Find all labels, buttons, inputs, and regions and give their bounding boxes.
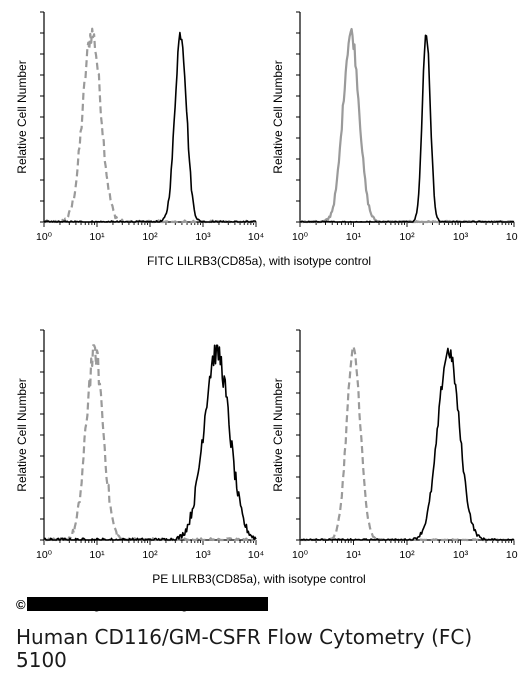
- isotype-control-histogram-1: [43, 344, 257, 542]
- x-tick-label: 10²: [142, 231, 158, 243]
- x-tick-label: 10²: [399, 231, 415, 243]
- x-tick-label: 10⁰: [292, 549, 309, 561]
- y-axis-label: Relative Cell Number: [271, 378, 285, 491]
- y-axis-label: Relative Cell Number: [15, 60, 29, 173]
- isotype-control-histogram-1: [299, 27, 515, 224]
- x-axis-caption-top: FITC LILRB3(CD85a), with isotype control: [146, 254, 372, 268]
- x-tick-label: 10⁴: [248, 231, 264, 243]
- sample-histogram-2: [43, 344, 257, 541]
- y-axis-label: Relative Cell Number: [15, 378, 29, 491]
- sample-histogram-2: [299, 34, 515, 223]
- x-tick-label: 10³: [453, 549, 469, 561]
- x-tick-label: 10⁰: [36, 231, 53, 243]
- histogram-panel-2: 10⁰ 10¹ 10² 10³ 10⁴ Relative Cell Number: [271, 11, 518, 243]
- x-tick-label: 10³: [195, 549, 211, 561]
- figure-title-line-1: Human CD116/GM-CSFR Flow Cytometry (FC): [16, 625, 473, 649]
- x-tick-label: 10⁴: [506, 231, 518, 243]
- x-tick-label: 10¹: [89, 549, 105, 561]
- copyright-notice: © Sino Biological Inc. All rights reserve…: [16, 597, 268, 612]
- isotype-control-histogram-1: [43, 27, 257, 224]
- x-tick-label: 10⁰: [36, 549, 53, 561]
- x-tick-label: 10³: [453, 231, 469, 243]
- x-axis-caption-bottom: PE LILRB3(CD85a), with isotype control: [152, 572, 366, 586]
- copyright-symbol: ©: [16, 597, 26, 612]
- x-tick-label: 10¹: [346, 549, 362, 561]
- histogram-panel-3: 10⁰ 10¹ 10² 10³ 10⁴ Relative Cell Number: [15, 329, 264, 561]
- x-tick-label: 10¹: [346, 231, 362, 243]
- x-tick-label: 10²: [399, 549, 415, 561]
- x-tick-label: 10²: [142, 549, 158, 561]
- histogram-panel-4: 10⁰ 10¹ 10² 10³ 10⁴ Relative Cell Number: [271, 329, 518, 561]
- copyright-text-redacted: Sino Biological Inc. All rights reserved: [26, 597, 268, 612]
- sample-histogram-2: [43, 31, 257, 223]
- figure-title-line-2: 5100: [16, 648, 67, 672]
- sample-histogram-2: [300, 347, 515, 541]
- x-tick-label: 10¹: [89, 231, 105, 243]
- x-tick-label: 10⁰: [292, 231, 309, 243]
- isotype-control-histogram-1: [299, 345, 515, 542]
- histogram-panel-1: 10⁰ 10¹ 10² 10³ 10⁴ Relative Cell Number: [15, 11, 264, 243]
- x-tick-label: 10⁴: [506, 549, 518, 561]
- x-tick-label: 10⁴: [248, 549, 264, 561]
- y-axis-label: Relative Cell Number: [271, 60, 285, 173]
- figure-title: Human CD116/GM-CSFR Flow Cytometry (FC) …: [16, 626, 516, 672]
- x-tick-label: 10³: [195, 231, 211, 243]
